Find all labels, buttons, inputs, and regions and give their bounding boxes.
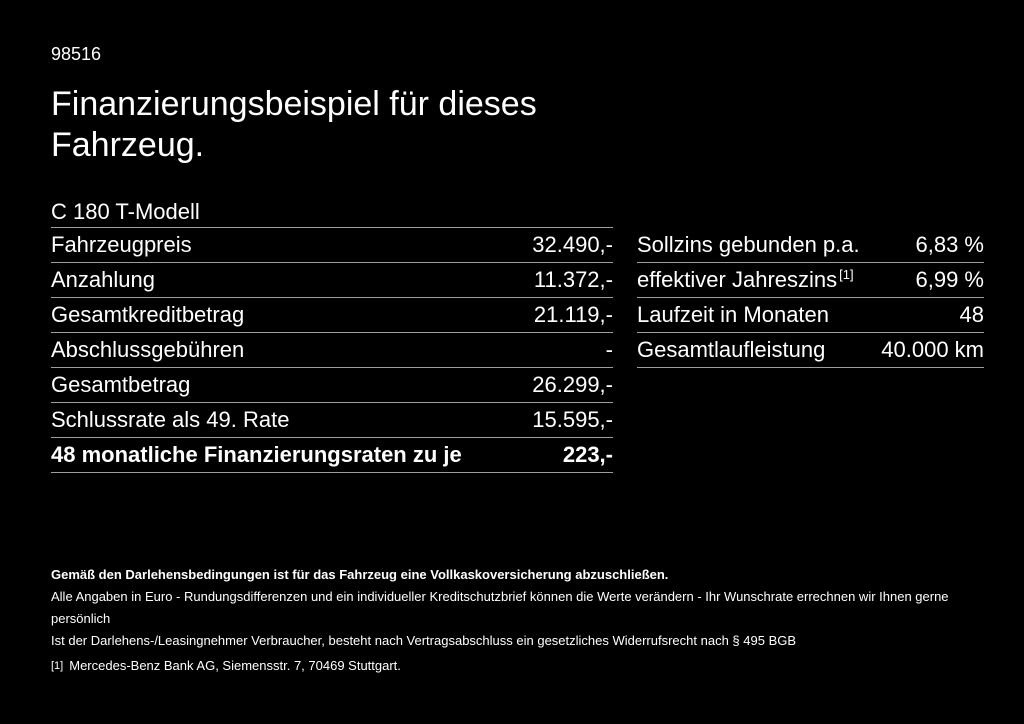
row-label: 48 monatliche Finanzierungsraten zu je bbox=[51, 442, 462, 467]
row-value: 6,83 % bbox=[915, 232, 985, 257]
table-row-laufzeit: Laufzeit in Monaten 48 bbox=[637, 298, 984, 333]
page-title-line1: Finanzierungsbeispiel für dieses bbox=[51, 85, 537, 123]
footnote-marker: [1] bbox=[51, 660, 64, 672]
row-label: Gesamtlaufleistung bbox=[637, 337, 826, 362]
vehicle-model-label: C 180 T-Modell bbox=[51, 198, 200, 224]
row-label: Gesamtbetrag bbox=[51, 372, 191, 397]
row-label: Abschlussgebühren bbox=[51, 337, 245, 362]
row-value: 223,- bbox=[562, 442, 613, 467]
row-value: 15.595,- bbox=[532, 407, 613, 432]
row-label: effektiver Jahreszins [1] bbox=[637, 267, 854, 293]
page-title-line2: Fahrzeug. bbox=[51, 126, 205, 164]
row-value: 26.299,- bbox=[532, 372, 613, 397]
table-row-gesamtkreditbetrag: Gesamtkreditbetrag 21.119,- bbox=[51, 298, 613, 333]
row-label: Schlussrate als 49. Rate bbox=[51, 407, 290, 432]
footnote-ref: [1] bbox=[839, 266, 854, 282]
note-line-widerrufsrecht: Ist der Darlehens-/Leasingnehmer Verbrau… bbox=[51, 633, 797, 648]
legal-footer: Gemäß den Darlehensbedingungen ist für d… bbox=[51, 564, 991, 678]
table-row-schlussrate: Schlussrate als 49. Rate 15.595,- bbox=[51, 403, 613, 438]
insurance-note: Gemäß den Darlehensbedingungen ist für d… bbox=[51, 567, 669, 582]
page-title: Finanzierungsbeispiel für dieses Fahrzeug… bbox=[51, 84, 537, 166]
footnote-text: Mercedes-Benz Bank AG, Siemensstr. 7, 70… bbox=[69, 658, 401, 673]
listing-id: 98516 bbox=[51, 44, 102, 64]
row-label: Fahrzeugpreis bbox=[51, 232, 192, 257]
row-label: Laufzeit in Monaten bbox=[637, 302, 830, 327]
footnote: [1] Mercedes-Benz Bank AG, Siemensstr. 7,… bbox=[51, 655, 991, 678]
row-value: - bbox=[605, 337, 613, 362]
row-value: 40.000 km bbox=[881, 337, 984, 362]
table-row-sollzins: Sollzins gebunden p.a. 6,83 % bbox=[637, 228, 984, 263]
conditions-table: Sollzins gebunden p.a. 6,83 % effektiver… bbox=[637, 228, 984, 368]
table-row-gesamtlaufleistung: Gesamtlaufleistung 40.000 km bbox=[637, 333, 984, 368]
row-value: 11.372,- bbox=[533, 267, 613, 292]
note-line-euro: Alle Angaben in Euro - Rundungsdifferenz… bbox=[51, 589, 949, 626]
table-row-anzahlung: Anzahlung 11.372,- bbox=[51, 263, 613, 298]
row-label-text: effektiver Jahreszins bbox=[637, 267, 838, 292]
table-row-gesamtbetrag: Gesamtbetrag 26.299,- bbox=[51, 368, 613, 403]
table-row-abschlussgebuehren: Abschlussgebühren - bbox=[51, 333, 613, 368]
row-value: 48 bbox=[959, 302, 984, 327]
row-label: Anzahlung bbox=[51, 267, 155, 292]
row-value: 6,99 % bbox=[915, 267, 985, 292]
vehicle-model: C 180 T-Modell bbox=[51, 196, 613, 228]
table-row-effektiver-jahreszins: effektiver Jahreszins [1] 6,99 % bbox=[637, 263, 984, 298]
row-value: 32.490,- bbox=[532, 232, 613, 257]
table-row-fahrzeugpreis: Fahrzeugpreis 32.490,- bbox=[51, 228, 613, 263]
row-label: Sollzins gebunden p.a. bbox=[637, 232, 860, 257]
row-value: 21.119,- bbox=[533, 302, 613, 327]
table-row-monatsrate: 48 monatliche Finanzierungsraten zu je 2… bbox=[51, 438, 613, 473]
row-label: Gesamtkreditbetrag bbox=[51, 302, 245, 327]
finance-table: Fahrzeugpreis 32.490,- Anzahlung 11.372,… bbox=[51, 228, 613, 473]
